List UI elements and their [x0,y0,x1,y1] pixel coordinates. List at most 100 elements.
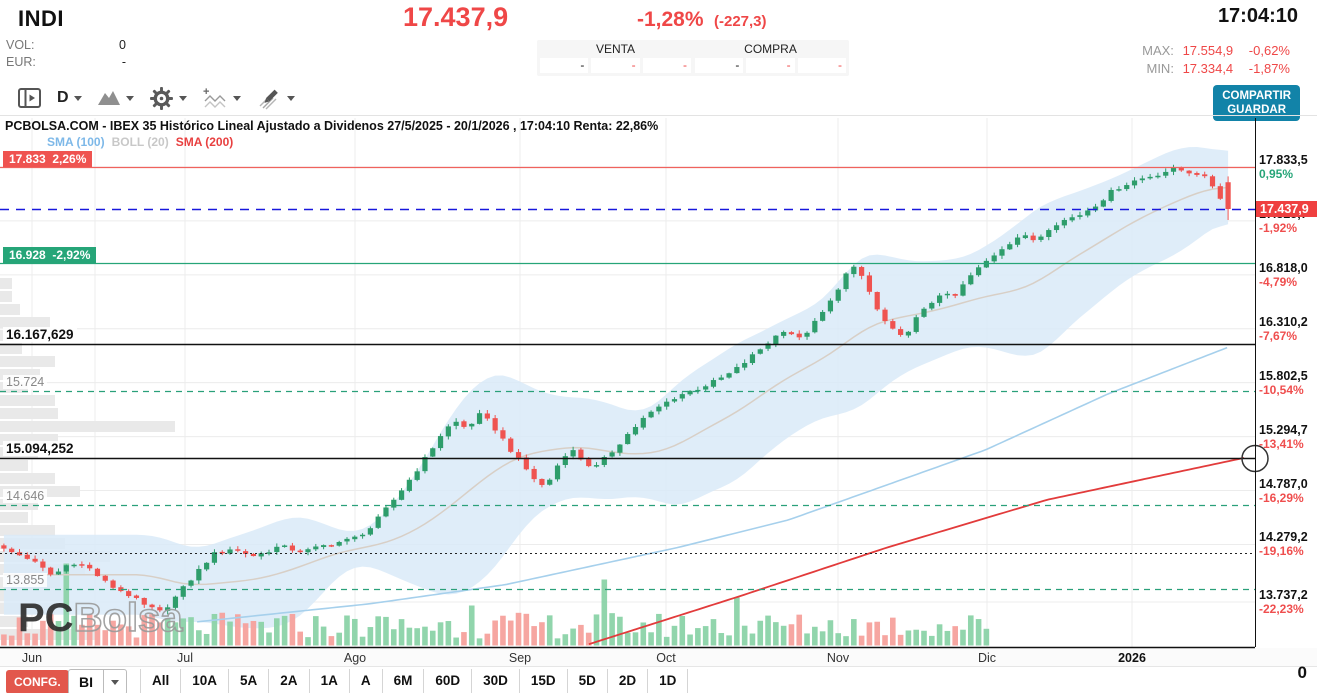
range-button[interactable]: 1D [648,669,689,693]
market-selector-caret[interactable] [103,670,126,693]
axis-percent-label: -13,41% [1259,436,1304,451]
pcbolsa-logo: PCBolsa [18,596,184,640]
change-absolute: (-227,3) [714,13,767,30]
level-badge[interactable]: 16.928 -2,92% [3,247,97,264]
chart-type-selector[interactable] [94,86,137,110]
interval-value: D [57,89,69,106]
add-indicator-icon: + [203,86,226,108]
level-lines[interactable] [0,166,1269,591]
indicator-legend: SMA (100) BOLL (20) SMA (200) [47,135,233,149]
share-label: COMPARTIR [1222,90,1291,102]
compra-label: COMPRA [744,42,797,56]
symbol-name: INDI [18,6,64,31]
plot-layers [0,118,1255,647]
time-axis-label: Ago [343,651,367,665]
max-value: 17.554,9 [1182,43,1234,58]
drawing-tools-button[interactable] [253,84,298,112]
logo-pc: PC [18,596,74,640]
svg-text:+: + [203,86,209,98]
range-button[interactable]: 6M [383,669,425,693]
compra-cell: - [797,58,846,73]
config-button[interactable]: CONFG. [6,670,69,693]
legend-item-2[interactable]: SMA (200) [175,135,234,149]
quote-time: 17:04:10 [1217,5,1298,27]
range-buttons: All 10A 5A 2A 1A A 6M 60D 30D 15D 5D 2D 1D [140,669,689,693]
last-price: 17.437,9 [403,2,509,32]
range-button[interactable]: 10A [181,669,230,693]
price-change: -1,28% (-227,3) [637,8,767,32]
compra-cell: - [695,58,744,73]
level-badge[interactable]: 17.833 2,26% [3,151,93,168]
min-percent: -1,87% [1248,61,1290,76]
range-button[interactable]: 5D [568,669,608,693]
logo-bolsa: Bolsa [73,596,184,640]
gear-icon [149,86,173,110]
axis-percent-label: -1,92% [1259,220,1298,235]
axis-price-label: 15.294,7 [1259,422,1308,437]
save-label: GUARDAR [1227,104,1286,116]
axis-percent-label: -7,67% [1259,328,1298,343]
axis-price-label: 14.279,2 [1259,530,1308,545]
venta-cell: - [540,58,589,73]
market-selector[interactable]: BI [68,669,127,693]
eur-value: - [121,55,126,69]
time-axis-label: Jun [21,651,43,665]
mountain-chart-icon [97,91,120,105]
axis-percent-label: -4,79% [1259,274,1298,289]
range-button[interactable]: All [140,669,182,693]
legend-item-1[interactable]: BOLL (20) [111,135,169,149]
bottom-toolbar: CONFG. BI All 10A 5A 2A 1A A 6M 60D 30D 15D 5D 2D 1D [0,666,1317,693]
level-label[interactable]: 15.094,252 [3,440,77,456]
panel-toggle-button[interactable] [14,84,45,112]
max-percent: -0,62% [1248,43,1290,58]
axis-percent-label: -19,16% [1259,544,1304,559]
range-button[interactable]: 2A [269,669,310,693]
interval-selector[interactable]: D [54,87,85,109]
chart-title: PCBOLSA.COM - IBEX 35 Histórico Lineal A… [5,119,659,133]
change-percent: -1,28% [637,8,704,31]
time-axis-label: Dic [977,651,997,665]
range-button[interactable]: 15D [520,669,568,693]
min-value: 17.334,4 [1182,61,1234,76]
range-button[interactable]: 60D [424,669,473,693]
time-axis-label: Nov [826,651,850,665]
level-label[interactable]: 16.167,629 [3,326,77,342]
range-button[interactable]: A [350,669,383,693]
legend-item-0[interactable]: SMA (100) [47,135,105,149]
level-label: 14.646 [3,489,48,504]
axis-price-label: 15.802,5 [1259,368,1308,383]
status-count: 0 [1297,663,1307,682]
pencil-draw-icon [259,89,278,110]
range-button[interactable]: 2D [608,669,649,693]
vol-label: VOL: [6,38,35,52]
compra-cell: - [746,58,795,73]
axis-percent-label: -16,29% [1259,490,1304,505]
axis-price-label: 13.737,2 [1259,588,1308,602]
vol-value: 0 [119,38,126,52]
volume-bars [1,563,990,646]
add-indicator-button[interactable]: + [199,84,244,112]
range-button[interactable]: 5A [229,669,270,693]
time-axis-label: Oct [656,651,676,665]
max-min-block: MAX: 17.554,9 -0,62% MIN: 17.334,4 -1,87… [1142,42,1290,78]
axis-percent-label: -10,54% [1259,382,1304,397]
chart-toolbar: D [14,83,298,113]
time-axis-label: 2026 [1118,651,1146,665]
current-price-badge: 17.437,9 [1256,201,1317,217]
level-label: 15.724 [3,375,48,389]
volume-eur-block: VOL: 0 EUR: - [6,37,126,71]
chevron-down-icon [73,95,82,101]
candles-layer [1,164,1231,615]
range-button[interactable]: 1A [310,669,350,693]
axis-price-label: 16.818,0 [1259,260,1308,275]
header-divider [0,115,1317,116]
settings-button[interactable] [146,84,190,113]
range-button[interactable]: 30D [472,669,520,693]
max-label: MAX: [1142,43,1174,58]
axis-price-label: 14.787,0 [1259,476,1308,491]
chevron-down-icon [125,95,134,101]
chevron-down-icon [178,95,187,101]
axis-price-label: 17.833,5 [1259,153,1308,167]
time-axis-label: Sep [508,651,532,665]
